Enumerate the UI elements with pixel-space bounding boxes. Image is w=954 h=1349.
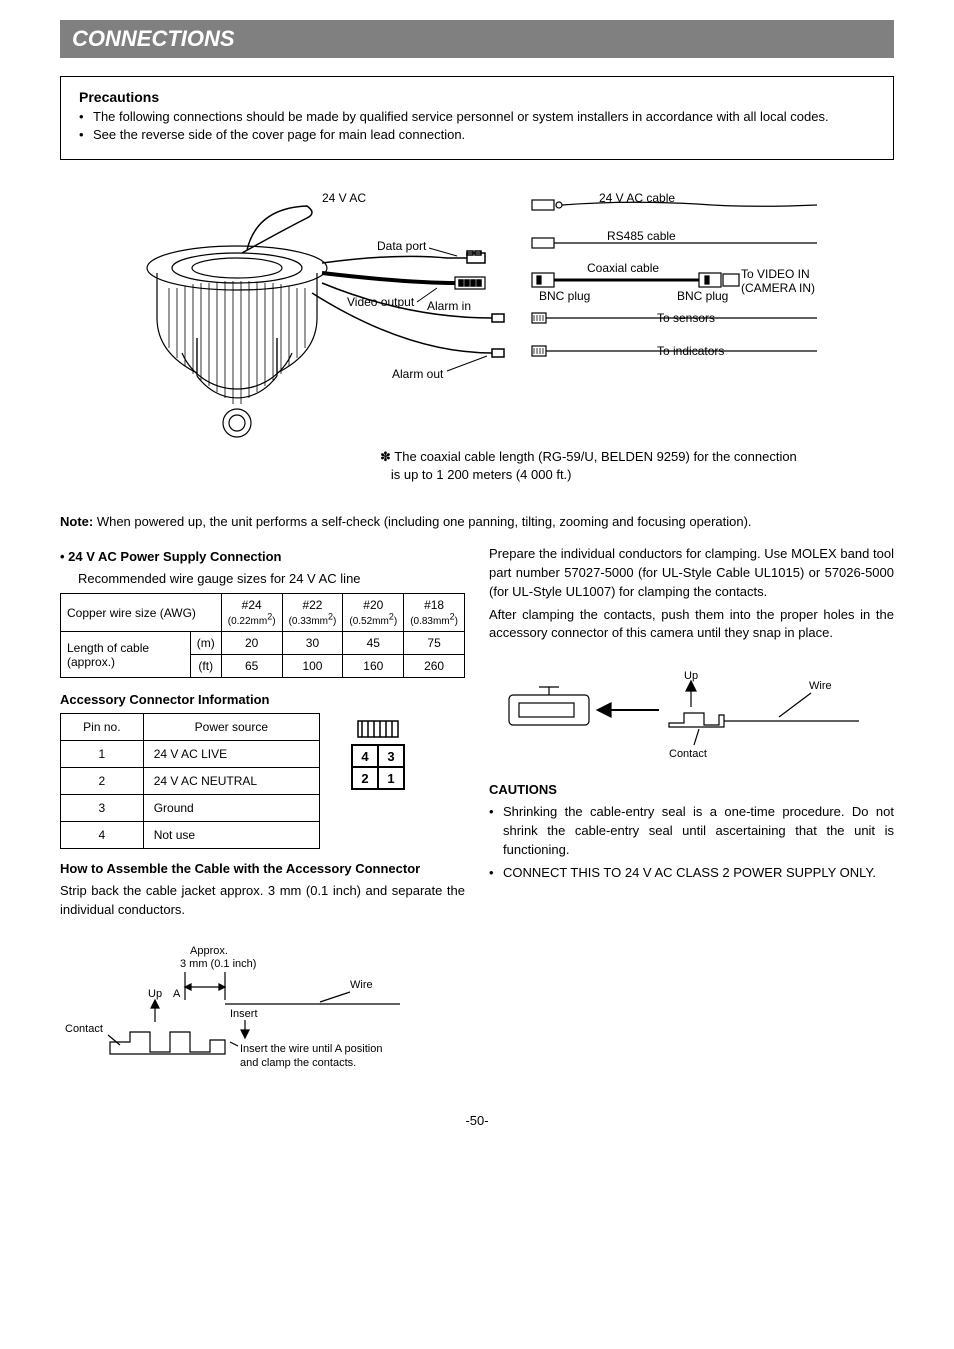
left-column: • 24 V AC Power Supply Connection Recomm… xyxy=(60,545,465,1085)
diagram-note: ✽ The coaxial cable length (RG-59/U, BEL… xyxy=(380,448,797,484)
camera-icon xyxy=(147,246,327,437)
svg-text:To VIDEO IN: To VIDEO IN xyxy=(741,267,810,281)
svg-text:Approx.: Approx. xyxy=(190,945,228,957)
pin-no: 1 xyxy=(61,741,144,768)
svg-text:BNC plug: BNC plug xyxy=(677,289,728,303)
svg-text:To indicators: To indicators xyxy=(657,344,724,358)
svg-text:Insert the wire until A positi: Insert the wire until A position xyxy=(240,1043,382,1055)
svg-text:Wire: Wire xyxy=(350,979,373,991)
svg-text:Video output: Video output xyxy=(347,295,415,309)
power-heading: • 24 V AC Power Supply Connection xyxy=(60,549,465,564)
assemble-heading: How to Assemble the Cable with the Acces… xyxy=(60,861,465,876)
svg-text:Up: Up xyxy=(148,988,162,1000)
wire-cell: 160 xyxy=(343,655,404,678)
pin-src: Ground xyxy=(143,795,319,822)
wire-header: #24(0.22mm2) xyxy=(221,593,282,631)
gauge-sub: Recommended wire gauge sizes for 24 V AC… xyxy=(78,570,465,589)
svg-text:24 V AC cable: 24 V AC cable xyxy=(599,191,675,205)
contact-push-diagram: Up Wire Contact xyxy=(489,665,869,775)
cable-assembly-diagram: Approx. 3 mm (0.1 inch) Up A Wire Insert… xyxy=(60,942,430,1082)
wire-cell: 260 xyxy=(404,655,465,678)
svg-text:Coaxial cable: Coaxial cable xyxy=(587,261,659,275)
connection-diagram: 24 V AC Data port Video output Alarm in … xyxy=(60,188,894,488)
pin-no: 2 xyxy=(61,768,144,795)
wire-cell: 100 xyxy=(282,655,343,678)
pin-src: 24 V AC NEUTRAL xyxy=(143,768,319,795)
precaution-item: The following connections should be made… xyxy=(93,109,875,124)
cautions-block: CAUTIONS Shrinking the cable-entry seal … xyxy=(489,782,894,882)
svg-text:Data port: Data port xyxy=(377,239,427,253)
wire-cell: 30 xyxy=(282,632,343,655)
svg-text:Wire: Wire xyxy=(809,680,832,692)
right-column: Prepare the individual conductors for cl… xyxy=(489,545,894,1085)
pin-col: Pin no. xyxy=(61,714,144,741)
wire-cell: 20 xyxy=(221,632,282,655)
svg-text:24 V AC: 24 V AC xyxy=(322,191,366,205)
svg-text:Alarm in: Alarm in xyxy=(427,299,471,313)
precautions-box: Precautions The following connections sh… xyxy=(60,76,894,160)
svg-text:RS485 cable: RS485 cable xyxy=(607,229,676,243)
note-lead: Note: xyxy=(60,514,93,529)
svg-text:1: 1 xyxy=(387,771,394,786)
pin-src: Not use xyxy=(143,822,319,849)
svg-text:3: 3 xyxy=(387,749,394,764)
pin-table: Pin no. Power source 124 V AC LIVE 224 V… xyxy=(60,713,320,849)
page-number: -50- xyxy=(60,1113,894,1128)
svg-text:(CAMERA IN): (CAMERA IN) xyxy=(741,281,815,295)
wire-header: #20(0.52mm2) xyxy=(343,593,404,631)
diagram-labels: 24 V AC Data port Video output Alarm in … xyxy=(322,191,815,381)
pin-col: Power source xyxy=(143,714,319,741)
cautions-heading: CAUTIONS xyxy=(489,782,894,797)
wire-cell: 45 xyxy=(343,632,404,655)
pin-no: 4 xyxy=(61,822,144,849)
unit-m: (m) xyxy=(190,632,221,655)
svg-text:Alarm out: Alarm out xyxy=(392,367,444,381)
svg-text:Insert: Insert xyxy=(230,1008,258,1020)
assemble-body: Strip back the cable jacket approx. 3 mm… xyxy=(60,882,465,920)
caution-item: Shrinking the cable-entry seal is a one-… xyxy=(503,803,894,860)
wire-label: Copper wire size (AWG) xyxy=(61,593,222,631)
precautions-title: Precautions xyxy=(79,89,875,105)
wire-header: #18(0.83mm2) xyxy=(404,593,465,631)
caution-item: CONNECT THIS TO 24 V AC CLASS 2 POWER SU… xyxy=(503,864,894,883)
svg-text:4: 4 xyxy=(361,749,369,764)
right-p1: Prepare the individual conductors for cl… xyxy=(489,545,894,602)
right-p2: After clamping the contacts, push them i… xyxy=(489,606,894,644)
wire-cell: 65 xyxy=(221,655,282,678)
svg-text:A: A xyxy=(173,988,181,1000)
unit-ft: (ft) xyxy=(190,655,221,678)
svg-text:and clamp the contacts.: and clamp the contacts. xyxy=(240,1057,356,1069)
pin-src: 24 V AC LIVE xyxy=(143,741,319,768)
svg-text:BNC plug: BNC plug xyxy=(539,289,590,303)
svg-text:Contact: Contact xyxy=(65,1023,103,1035)
wire-header: #22(0.33mm2) xyxy=(282,593,343,631)
length-label: Length of cable (approx.) xyxy=(61,632,191,678)
section-header: CONNECTIONS xyxy=(60,20,894,58)
svg-text:2: 2 xyxy=(361,771,368,786)
wire-cell: 75 xyxy=(404,632,465,655)
precaution-item: See the reverse side of the cover page f… xyxy=(93,127,875,142)
accessory-heading: Accessory Connector Information xyxy=(60,692,465,707)
note-row: Note: When powered up, the unit performs… xyxy=(60,514,894,529)
connector-icon: 4 3 2 1 xyxy=(338,713,418,803)
svg-text:3 mm (0.1 inch): 3 mm (0.1 inch) xyxy=(180,958,256,970)
pin-no: 3 xyxy=(61,795,144,822)
note-body: When powered up, the unit performs a sel… xyxy=(93,514,751,529)
wire-gauge-table: Copper wire size (AWG) #24(0.22mm2) #22(… xyxy=(60,593,465,678)
svg-text:To sensors: To sensors xyxy=(657,311,715,325)
svg-text:Contact: Contact xyxy=(669,748,707,760)
